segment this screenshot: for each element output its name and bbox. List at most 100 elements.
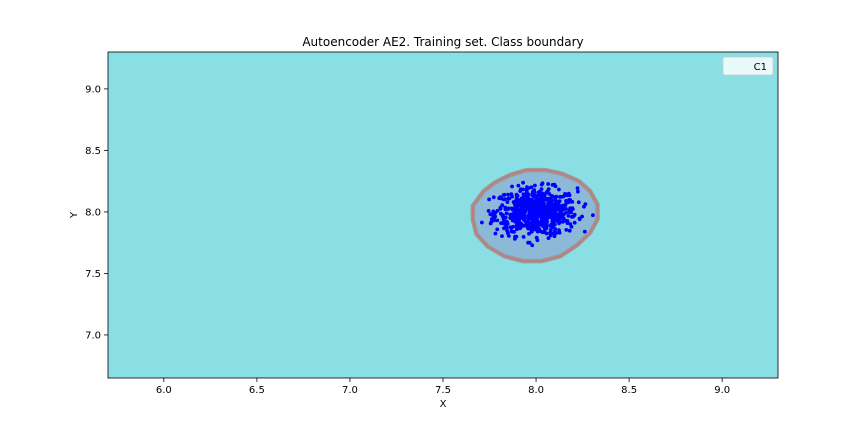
scatter-point <box>564 193 569 198</box>
scatter-point <box>548 224 553 228</box>
x-tick-label: 9.0 <box>714 385 730 396</box>
scatter-point <box>539 187 544 192</box>
scatter-point <box>569 215 574 219</box>
scatter-point <box>486 209 491 213</box>
scatter-point <box>543 207 547 212</box>
scatter-point <box>526 192 530 197</box>
y-tick-label: 7.0 <box>85 330 101 341</box>
scatter-point <box>534 216 539 221</box>
scatter-point <box>570 207 575 212</box>
scatter-point <box>524 206 528 210</box>
scatter-point <box>545 223 549 228</box>
scatter-point <box>558 195 562 199</box>
scatter-point <box>518 189 523 194</box>
scatter-series-c1 <box>480 180 595 248</box>
scatter-point <box>582 229 587 234</box>
scatter-point <box>488 221 493 226</box>
scatter-point <box>543 219 547 224</box>
scatter-point <box>521 235 526 239</box>
scatter-point <box>560 220 565 224</box>
scatter-point <box>509 229 514 234</box>
scatter-point <box>535 238 540 243</box>
scatter-point <box>546 200 551 204</box>
scatter-point <box>541 200 545 205</box>
scatter-point <box>498 205 503 210</box>
scatter-point <box>495 208 500 213</box>
x-axis-label: X <box>440 399 447 410</box>
scatter-point <box>565 221 570 226</box>
scatter-point <box>523 219 528 224</box>
scatter-point <box>521 180 525 185</box>
scatter-point <box>506 206 511 211</box>
scatter-point <box>564 201 569 205</box>
scatter-point <box>534 220 539 225</box>
scatter-point <box>533 183 537 188</box>
y-tick-label: 8.5 <box>85 146 101 157</box>
scatter-point <box>542 230 547 235</box>
scatter-point <box>531 225 535 229</box>
scatter-point <box>591 213 595 218</box>
scatter-point <box>517 219 522 224</box>
scatter-point <box>539 217 544 221</box>
scatter-point <box>508 225 513 230</box>
scatter-point <box>519 215 523 220</box>
scatter-point <box>544 197 548 202</box>
scatter-point <box>487 197 491 202</box>
scatter-point <box>557 199 562 204</box>
scatter-point <box>552 204 557 209</box>
class-boundary <box>471 169 599 262</box>
scatter-point <box>535 205 539 210</box>
scatter-point <box>575 186 580 191</box>
scatter-point <box>548 228 553 232</box>
scatter-point <box>514 192 519 197</box>
scatter-point <box>572 220 577 225</box>
scatter-point <box>528 221 532 226</box>
chart-title: Autoencoder AE2. Training set. Class bou… <box>302 35 583 49</box>
scatter-point <box>553 184 558 189</box>
scatter-point <box>553 222 557 227</box>
y-axis: 7.0 7.5 8.0 8.5 9.0 <box>85 84 108 341</box>
scatter-point <box>538 191 542 195</box>
scatter-point <box>510 194 514 199</box>
scatter-point <box>556 214 561 218</box>
scatter-point <box>553 199 558 204</box>
scatter-point <box>488 212 493 217</box>
scatter-point <box>480 220 484 225</box>
scatter-point <box>530 243 535 248</box>
scatter-point <box>546 212 551 217</box>
scatter-point <box>501 217 506 221</box>
y-tick-label: 8.0 <box>85 207 101 218</box>
plot-content <box>470 167 600 264</box>
scatter-point <box>554 208 559 212</box>
scatter-point <box>577 217 582 222</box>
scatter-point <box>524 200 529 205</box>
scatter-point <box>557 217 562 222</box>
scatter-point <box>569 210 573 214</box>
scatter-point <box>551 231 556 236</box>
scatter-point <box>501 197 506 202</box>
scatter-point <box>495 227 500 232</box>
scatter-point <box>526 240 530 245</box>
scatter-point <box>582 204 586 209</box>
legend-box <box>722 56 774 76</box>
scatter-point <box>525 196 530 200</box>
scatter-point <box>546 236 551 241</box>
scatter-point <box>514 195 519 200</box>
scatter-point <box>490 217 494 221</box>
scatter-point <box>548 231 553 236</box>
scatter-point <box>505 228 509 233</box>
scatter-point <box>529 198 533 203</box>
y-tick-label: 7.5 <box>85 269 101 280</box>
scatter-point <box>534 198 539 203</box>
scatter-point <box>546 182 551 186</box>
scatter-point <box>525 185 529 190</box>
scatter-point <box>526 217 531 222</box>
scatter-point <box>561 216 566 221</box>
scatter-point <box>500 234 504 239</box>
scatter-point <box>564 228 569 232</box>
scatter-point <box>521 187 525 192</box>
scatter-point <box>530 218 535 222</box>
scatter-point <box>568 222 573 226</box>
scatter-point <box>510 207 515 212</box>
x-tick-label: 6.0 <box>156 385 172 396</box>
